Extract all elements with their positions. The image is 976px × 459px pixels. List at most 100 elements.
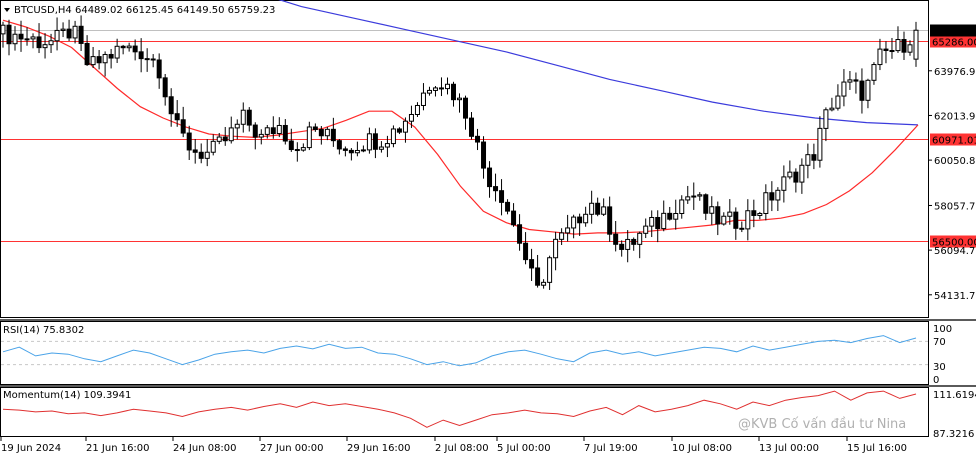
candle-body	[859, 80, 865, 101]
candle-body	[330, 128, 336, 142]
candle-body	[727, 211, 733, 217]
candle	[408, 105, 414, 128]
time-label-0: 19 Jun 2024	[1, 443, 61, 454]
time-label-6: 5 Jul 00:00	[497, 443, 551, 454]
candle	[306, 121, 312, 151]
candle-body	[505, 201, 511, 212]
candle	[6, 19, 12, 56]
price-label-4: 56094.70	[934, 246, 976, 257]
rsi-pane-frame	[0, 321, 929, 385]
candle	[60, 22, 66, 38]
candle-body	[264, 127, 270, 135]
candle	[889, 37, 895, 59]
candle-body	[805, 154, 811, 166]
candle-body	[342, 148, 348, 151]
candle	[252, 122, 258, 150]
candle	[457, 93, 462, 113]
candle-body	[667, 212, 673, 220]
candle	[132, 39, 138, 61]
candle-body	[282, 124, 288, 142]
candle-body	[631, 238, 637, 245]
time-label-7: 7 Jul 19:00	[584, 443, 638, 454]
candle	[613, 220, 619, 252]
symbol-info: BTCUSD,H4 64489.02 66125.45 64149.50 657…	[14, 5, 275, 16]
candle-body	[883, 48, 889, 52]
candle	[144, 48, 150, 72]
candle-body	[168, 96, 174, 115]
candle	[847, 71, 853, 90]
candle	[354, 141, 360, 157]
candle-body	[72, 25, 78, 39]
candle-body	[697, 194, 703, 197]
candle	[877, 38, 883, 71]
collapse-triangle-icon[interactable]	[4, 8, 10, 12]
candle	[378, 141, 384, 153]
candle-body	[48, 40, 54, 46]
candle	[156, 53, 162, 89]
time-label-1: 21 Jun 16:00	[86, 443, 150, 454]
pane-separator-1	[0, 319, 976, 321]
candle	[348, 148, 354, 161]
candle-body	[162, 77, 168, 98]
candle-body	[186, 132, 192, 151]
candle-body	[216, 136, 222, 142]
time-label-2: 24 Jun 08:00	[173, 443, 237, 454]
candle	[108, 48, 114, 69]
candle-body	[438, 87, 444, 90]
candle	[216, 132, 222, 145]
candle-body	[54, 29, 60, 42]
candle-body	[408, 113, 414, 122]
candle-body	[210, 140, 216, 153]
hline-tag-1	[930, 133, 976, 146]
candle	[150, 54, 156, 68]
candle	[90, 46, 96, 68]
candle-body	[294, 149, 300, 152]
candle	[42, 33, 48, 59]
candle-body	[402, 120, 408, 133]
candle	[318, 126, 324, 145]
momentum-line	[2, 390, 917, 428]
candle	[769, 181, 775, 212]
candle-body	[318, 129, 324, 137]
candle	[901, 31, 907, 61]
watermark: @KVB Cố vấn đầu tư Nina	[738, 417, 906, 432]
candle	[559, 228, 565, 246]
candle	[625, 230, 631, 263]
candle	[120, 44, 126, 55]
candle	[595, 197, 601, 217]
candle-body	[336, 140, 342, 150]
candle	[426, 86, 432, 96]
candle-body	[144, 58, 150, 61]
candle-body	[589, 202, 595, 215]
candle	[715, 201, 721, 236]
candle	[402, 117, 408, 143]
candle-body	[661, 212, 667, 230]
candle	[114, 38, 120, 63]
candle	[240, 102, 246, 133]
candle-body	[240, 109, 246, 125]
candle-body	[90, 56, 96, 66]
candle-body	[865, 79, 871, 101]
candle-body	[36, 36, 42, 49]
candle-body	[378, 146, 384, 150]
candle	[0, 21, 6, 48]
candle	[817, 116, 823, 168]
time-label-10: 15 Jul 16:00	[847, 443, 907, 454]
candle	[438, 77, 444, 97]
candle	[390, 125, 396, 148]
candle-body	[457, 97, 462, 101]
candle-body	[270, 127, 276, 135]
candle-body	[613, 233, 619, 245]
candle	[667, 206, 673, 221]
candle	[198, 143, 204, 164]
candle-body	[751, 210, 757, 216]
candle-body	[601, 206, 607, 215]
candle-body	[625, 238, 631, 250]
candle	[691, 182, 697, 210]
hline-tag-0	[930, 35, 976, 48]
candle-body	[685, 196, 691, 201]
candle	[535, 254, 541, 288]
candle	[54, 17, 60, 51]
